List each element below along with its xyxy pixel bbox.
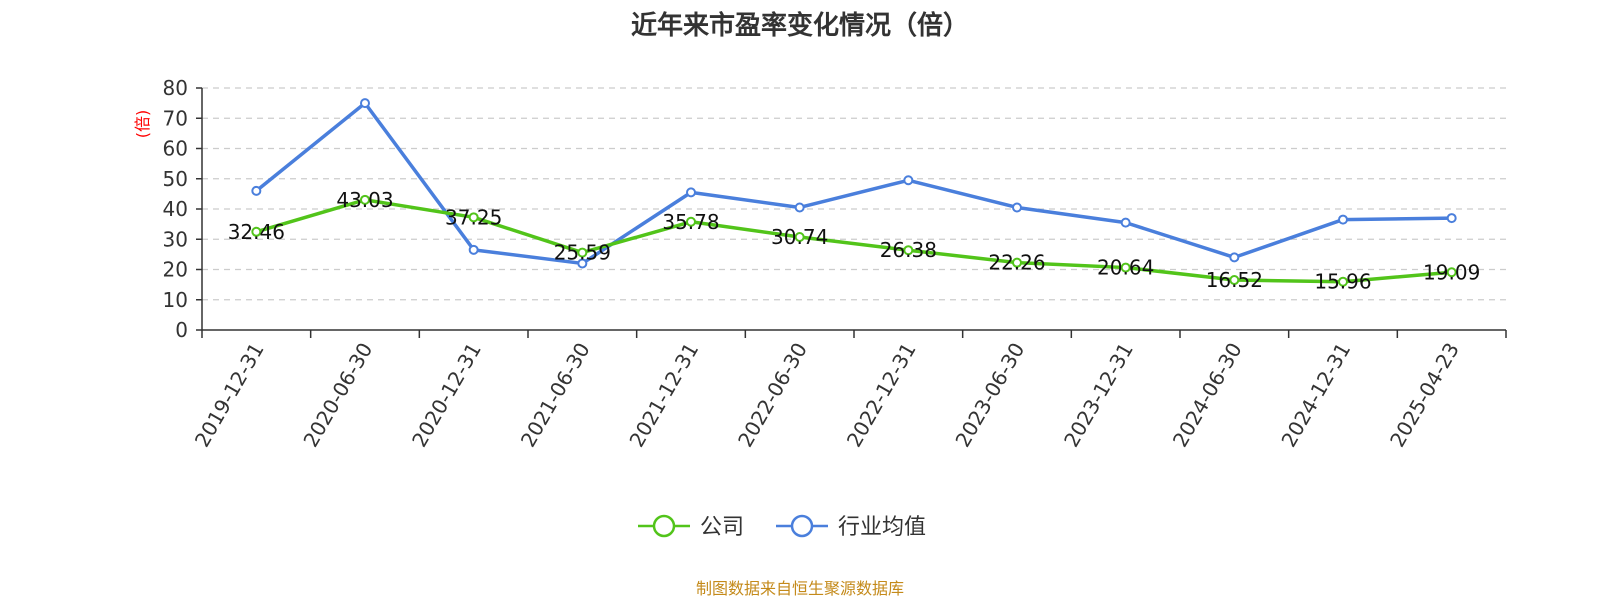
y-tick-label: 20: [163, 258, 188, 282]
data-label: 43.03: [336, 188, 393, 212]
x-tick-label: 2019-12-31: [190, 339, 269, 452]
data-label: 32.46: [228, 220, 285, 244]
x-tick-label: 2025-04-23: [1385, 339, 1464, 452]
x-tick-label: 2021-12-31: [624, 339, 703, 452]
y-axis-label: (倍): [133, 110, 152, 139]
data-point: [468, 244, 479, 255]
chart-title: 近年来市盈率变化情况（倍）: [631, 10, 969, 41]
legend-label: 公司: [700, 515, 744, 540]
data-point: [1229, 252, 1240, 263]
x-tick-label: 2022-12-31: [842, 338, 921, 451]
series-line-0: [254, 198, 1454, 284]
y-tick-label: 80: [163, 76, 188, 100]
legend-swatch-marker: [790, 514, 814, 538]
data-point: [794, 232, 805, 243]
legend-item-1[interactable]: 行业均值: [776, 514, 926, 540]
data-point: [686, 216, 696, 227]
data-point: [251, 226, 262, 237]
legend-swatch-marker: [652, 514, 676, 538]
data-label: 26.38: [880, 238, 937, 262]
data-point: [903, 245, 914, 256]
data-label: 37.25: [445, 205, 502, 229]
data-point: [577, 258, 588, 269]
data-point: [1338, 214, 1348, 225]
data-label: 35.78: [662, 210, 719, 234]
data-point: [1120, 262, 1131, 273]
data-label: 22.26: [988, 251, 1045, 275]
legend: 公司 行业均值: [638, 514, 926, 540]
data-point: [794, 202, 805, 213]
legend-label: 行业均值: [838, 515, 926, 540]
data-label: 25.59: [554, 241, 611, 265]
data-point: [1338, 276, 1348, 287]
data-point: [251, 185, 262, 196]
data-label: 15.96: [1314, 270, 1371, 294]
x-tick-label: 2024-12-31: [1276, 339, 1355, 452]
data-label: 16.52: [1206, 268, 1263, 292]
data-label: 19.09: [1423, 260, 1480, 284]
x-tick-label: 2023-12-31: [1059, 339, 1138, 452]
y-tick-label: 50: [163, 167, 188, 191]
data-point: [903, 175, 914, 186]
y-tick-label: 30: [163, 227, 188, 251]
data-label: 20.64: [1097, 256, 1154, 280]
data-point: [686, 187, 696, 198]
data-point: [577, 247, 588, 258]
y-tick-label: 10: [163, 288, 188, 312]
data-point: [1120, 217, 1131, 228]
data-point: [1446, 267, 1457, 278]
axis-layer: 0 10 20 30 40 50 60 70 80 2019-12-31 2020-06-30 202…: [163, 76, 1507, 452]
data-point: [1012, 202, 1022, 213]
y-tick-label: 0: [175, 318, 188, 342]
x-tick-label: 2023-06-30: [950, 339, 1029, 452]
series-layer: [251, 98, 1457, 287]
data-point: [1012, 257, 1022, 268]
data-labels-layer: 32.46 43.03 37.25 25.59 35.78 30.74 26.38 22.26…: [228, 188, 1481, 294]
x-tick-label: 2024-06-30: [1168, 339, 1247, 452]
data-label: 30.74: [771, 225, 828, 249]
x-tick-label: 2021-06-30: [516, 339, 595, 452]
y-tick-label: 70: [163, 106, 188, 130]
grid-layer: [202, 87, 1506, 301]
x-tick-label: 2020-12-31: [407, 338, 486, 451]
x-tick-label: 2020-06-30: [298, 339, 377, 452]
y-tick-label: 60: [163, 137, 188, 161]
data-point: [360, 98, 370, 109]
data-point: [360, 194, 370, 205]
data-point: [468, 212, 479, 223]
data-source-note: 制图数据来自恒生聚源数据库: [696, 579, 904, 598]
series-line-1: [254, 101, 1454, 266]
data-point: [1229, 275, 1240, 286]
y-tick-label: 40: [163, 197, 188, 221]
legend-item-0[interactable]: 公司: [638, 514, 744, 540]
x-tick-label: 2022-06-30: [733, 339, 812, 452]
data-point: [1446, 213, 1457, 224]
